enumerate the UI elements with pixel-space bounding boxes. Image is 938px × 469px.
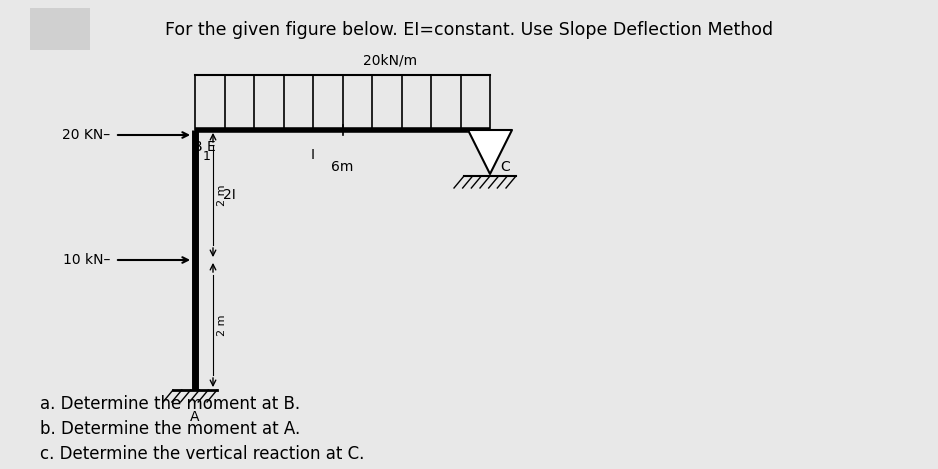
Text: 2 m: 2 m: [217, 314, 227, 336]
Text: b. Determine the moment at A.: b. Determine the moment at A.: [40, 420, 300, 438]
FancyBboxPatch shape: [30, 8, 90, 50]
Text: a. Determine the moment at B.: a. Determine the moment at B.: [40, 395, 300, 413]
Text: 10 kN–: 10 kN–: [63, 253, 110, 267]
Text: 6m: 6m: [331, 160, 354, 174]
Text: B E: B E: [193, 140, 216, 154]
Text: 1: 1: [203, 150, 211, 163]
Text: 2 m: 2 m: [217, 184, 227, 206]
Text: 20kN/m: 20kN/m: [363, 53, 417, 67]
Text: 2I: 2I: [223, 188, 235, 202]
Polygon shape: [468, 130, 512, 174]
Text: C: C: [500, 160, 509, 174]
Text: 20 KN–: 20 KN–: [62, 128, 110, 142]
Text: For the given figure below. EI=constant. Use Slope Deflection Method: For the given figure below. EI=constant.…: [165, 21, 773, 39]
Text: I: I: [310, 148, 314, 162]
Text: c. Determine the vertical reaction at C.: c. Determine the vertical reaction at C.: [40, 445, 364, 463]
Text: A: A: [190, 410, 200, 424]
